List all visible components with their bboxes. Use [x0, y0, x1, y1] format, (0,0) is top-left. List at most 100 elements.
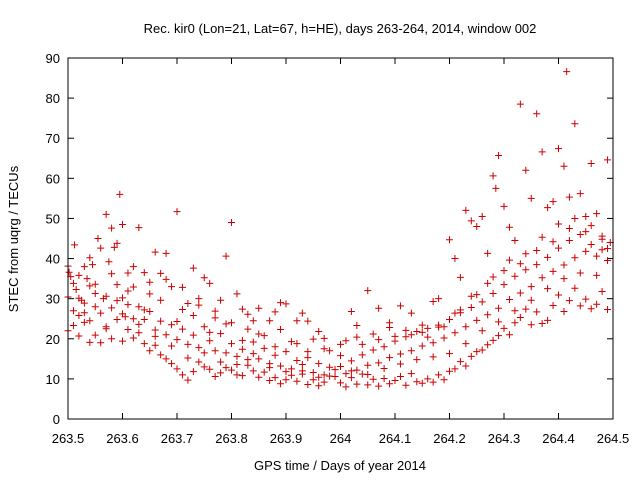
- data-point: [495, 151, 503, 159]
- data-point: [358, 351, 366, 359]
- data-point: [527, 296, 535, 304]
- data-point: [478, 298, 486, 306]
- data-point: [396, 350, 404, 358]
- data-point: [492, 184, 500, 192]
- data-point: [337, 362, 344, 370]
- data-point: [162, 275, 170, 283]
- data-point: [418, 342, 426, 350]
- data-point: [72, 285, 80, 293]
- data-point: [135, 320, 143, 328]
- chart-title: Rec. kir0 (Lon=21, Lat=67, h=HE), days 2…: [144, 21, 537, 36]
- data-point: [173, 318, 181, 326]
- data-point: [522, 166, 530, 174]
- x-tick-label: 263.5: [52, 431, 85, 446]
- data-point: [462, 362, 470, 370]
- data-point: [97, 244, 105, 252]
- data-point: [467, 292, 475, 300]
- data-point: [249, 338, 257, 346]
- data-point: [407, 370, 415, 378]
- data-point: [206, 279, 214, 287]
- data-point: [233, 352, 241, 360]
- data-point: [342, 337, 350, 345]
- data-point: [173, 336, 181, 344]
- data-point: [342, 383, 350, 391]
- data-point: [86, 282, 94, 290]
- data-point: [587, 222, 595, 230]
- data-point: [184, 340, 192, 348]
- x-tick-label: 264.3: [488, 431, 521, 446]
- data-point: [249, 350, 257, 358]
- data-point: [162, 249, 170, 257]
- data-point: [89, 261, 97, 269]
- data-point: [228, 218, 235, 226]
- x-tick-label: 264.4: [542, 431, 575, 446]
- data-point: [495, 332, 503, 340]
- data-point: [113, 316, 121, 324]
- data-point: [364, 287, 372, 295]
- data-point: [102, 292, 110, 300]
- data-point: [478, 212, 486, 220]
- data-point: [320, 378, 328, 386]
- data-point: [102, 323, 110, 331]
- data-point: [293, 317, 301, 325]
- data-point: [102, 210, 110, 218]
- data-point: [598, 246, 606, 254]
- data-point: [200, 363, 208, 371]
- data-point: [135, 303, 143, 311]
- data-point: [549, 301, 557, 309]
- data-point: [347, 357, 355, 365]
- data-point: [298, 360, 306, 368]
- data-point: [516, 314, 524, 322]
- data-point: [116, 190, 124, 198]
- data-point: [500, 281, 508, 289]
- data-point: [304, 348, 312, 356]
- data-point: [282, 368, 290, 376]
- data-point: [75, 271, 83, 279]
- data-point: [124, 326, 132, 334]
- data-point: [347, 374, 355, 382]
- data-point: [462, 323, 470, 331]
- data-point: [435, 295, 443, 303]
- data-point: [304, 317, 312, 325]
- data-point: [484, 311, 492, 319]
- data-point: [353, 322, 361, 330]
- data-point: [80, 263, 88, 271]
- data-point: [255, 355, 263, 363]
- data-point: [337, 340, 344, 348]
- data-point: [293, 356, 301, 364]
- data-point: [544, 204, 552, 212]
- data-point: [402, 381, 410, 389]
- data-point: [429, 378, 437, 386]
- data-point: [97, 309, 105, 317]
- data-point: [140, 269, 148, 277]
- data-point: [484, 249, 492, 257]
- x-tick-label: 264.5: [597, 431, 630, 446]
- data-point: [544, 316, 552, 324]
- data-point: [287, 338, 295, 346]
- data-point: [505, 223, 513, 231]
- data-point: [228, 366, 235, 374]
- data-point: [571, 284, 579, 292]
- data-point: [69, 279, 77, 287]
- data-point: [320, 334, 328, 342]
- data-point: [527, 283, 535, 291]
- data-point: [168, 321, 176, 329]
- data-point: [495, 304, 503, 312]
- data-points: [64, 68, 614, 391]
- data-point: [440, 334, 448, 342]
- data-point: [178, 305, 186, 313]
- data-point: [326, 347, 334, 355]
- data-point: [233, 371, 241, 379]
- data-point: [516, 100, 524, 108]
- data-point: [402, 333, 410, 341]
- data-point: [571, 214, 579, 222]
- data-point: [593, 252, 601, 260]
- data-point: [184, 354, 192, 362]
- data-point: [407, 347, 415, 355]
- data-point: [582, 247, 590, 255]
- data-point: [538, 320, 546, 328]
- data-point: [413, 356, 421, 364]
- data-point: [86, 317, 94, 325]
- data-point: [511, 307, 519, 315]
